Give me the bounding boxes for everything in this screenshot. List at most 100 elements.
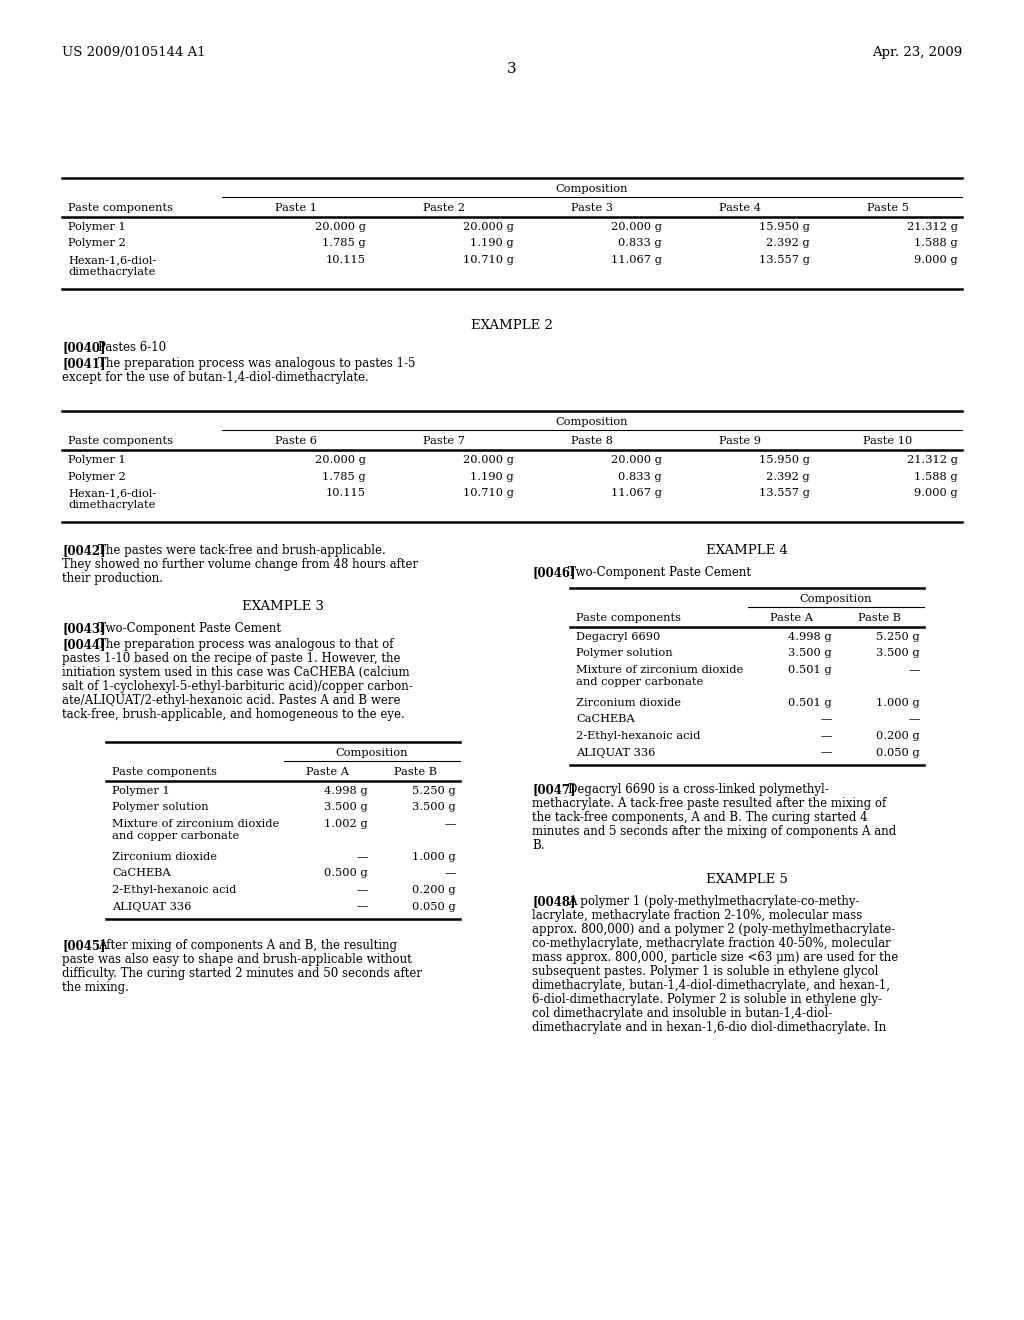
Text: Paste 2: Paste 2 bbox=[423, 203, 465, 213]
Text: tack-free, brush-applicable, and homogeneous to the eye.: tack-free, brush-applicable, and homogen… bbox=[62, 708, 404, 721]
Text: Paste 4: Paste 4 bbox=[719, 203, 761, 213]
Text: 2-Ethyl-hexanoic acid: 2-Ethyl-hexanoic acid bbox=[575, 731, 700, 741]
Text: Degacryl 6690 is a cross-linked polymethyl-: Degacryl 6690 is a cross-linked polymeth… bbox=[568, 783, 828, 796]
Text: except for the use of butan-1,4-diol-dimethacrylate.: except for the use of butan-1,4-diol-dim… bbox=[62, 371, 369, 384]
Text: [0046]: [0046] bbox=[532, 566, 575, 579]
Text: After mixing of components A and B, the resulting: After mixing of components A and B, the … bbox=[98, 939, 397, 952]
Text: Mixture of zirconium dioxide
and copper carbonate: Mixture of zirconium dioxide and copper … bbox=[112, 818, 280, 841]
Text: 1.785 g: 1.785 g bbox=[323, 471, 366, 482]
Text: [0041]: [0041] bbox=[62, 356, 105, 370]
Text: paste was also easy to shape and brush-applicable without: paste was also easy to shape and brush-a… bbox=[62, 953, 412, 966]
Text: Paste B: Paste B bbox=[858, 612, 901, 623]
Text: EXAMPLE 4: EXAMPLE 4 bbox=[707, 544, 787, 557]
Text: 10.115: 10.115 bbox=[326, 255, 366, 265]
Text: the mixing.: the mixing. bbox=[62, 981, 129, 994]
Text: 0.501 g: 0.501 g bbox=[788, 698, 831, 708]
Text: 1.785 g: 1.785 g bbox=[323, 239, 366, 248]
Text: Polymer solution: Polymer solution bbox=[575, 648, 673, 659]
Text: 3: 3 bbox=[507, 62, 517, 77]
Text: 2.392 g: 2.392 g bbox=[766, 239, 810, 248]
Text: 20.000 g: 20.000 g bbox=[315, 222, 366, 232]
Text: 15.950 g: 15.950 g bbox=[759, 455, 810, 465]
Text: —: — bbox=[820, 747, 831, 758]
Text: 20.000 g: 20.000 g bbox=[463, 222, 514, 232]
Text: 9.000 g: 9.000 g bbox=[914, 255, 958, 265]
Text: Paste 1: Paste 1 bbox=[275, 203, 317, 213]
Text: Polymer solution: Polymer solution bbox=[112, 803, 209, 813]
Text: Composition: Composition bbox=[556, 183, 629, 194]
Text: EXAMPLE 2: EXAMPLE 2 bbox=[471, 319, 553, 333]
Text: Degacryl 6690: Degacryl 6690 bbox=[575, 632, 660, 642]
Text: Paste 9: Paste 9 bbox=[719, 436, 761, 446]
Text: Two-Component Paste Cement: Two-Component Paste Cement bbox=[568, 566, 751, 579]
Text: [0044]: [0044] bbox=[62, 638, 105, 651]
Text: The pastes were tack-free and brush-applicable.: The pastes were tack-free and brush-appl… bbox=[98, 544, 386, 557]
Text: The preparation process was analogous to pastes 1-5: The preparation process was analogous to… bbox=[98, 356, 416, 370]
Text: Paste 8: Paste 8 bbox=[571, 436, 613, 446]
Text: The preparation process was analogous to that of: The preparation process was analogous to… bbox=[98, 638, 393, 651]
Text: the tack-free components, A and B. The curing started 4: the tack-free components, A and B. The c… bbox=[532, 810, 867, 824]
Text: 5.250 g: 5.250 g bbox=[877, 632, 920, 642]
Text: 1.588 g: 1.588 g bbox=[914, 239, 958, 248]
Text: EXAMPLE 3: EXAMPLE 3 bbox=[242, 601, 324, 612]
Text: 0.050 g: 0.050 g bbox=[877, 747, 920, 758]
Text: 1.190 g: 1.190 g bbox=[470, 471, 514, 482]
Text: Paste 6: Paste 6 bbox=[275, 436, 317, 446]
Text: —: — bbox=[356, 851, 368, 862]
Text: ALIQUAT 336: ALIQUAT 336 bbox=[112, 902, 191, 912]
Text: 10.710 g: 10.710 g bbox=[463, 255, 514, 265]
Text: pastes 1-10 based on the recipe of paste 1. However, the: pastes 1-10 based on the recipe of paste… bbox=[62, 652, 400, 665]
Text: methacrylate. A tack-free paste resulted after the mixing of: methacrylate. A tack-free paste resulted… bbox=[532, 797, 886, 810]
Text: [0043]: [0043] bbox=[62, 622, 105, 635]
Text: Composition: Composition bbox=[800, 594, 872, 605]
Text: 4.998 g: 4.998 g bbox=[788, 632, 831, 642]
Text: They showed no further volume change from 48 hours after: They showed no further volume change fro… bbox=[62, 558, 418, 572]
Text: [0047]: [0047] bbox=[532, 783, 575, 796]
Text: 1.002 g: 1.002 g bbox=[325, 818, 368, 829]
Text: ate/ALIQUAT/2-ethyl-hexanoic acid. Pastes A and B were: ate/ALIQUAT/2-ethyl-hexanoic acid. Paste… bbox=[62, 694, 400, 708]
Text: [0045]: [0045] bbox=[62, 939, 105, 952]
Text: lacrylate, methacrylate fraction 2-10%, molecular mass: lacrylate, methacrylate fraction 2-10%, … bbox=[532, 909, 862, 921]
Text: dimethacrylate and in hexan-1,6-dio diol-dimethacrylate. In: dimethacrylate and in hexan-1,6-dio diol… bbox=[532, 1020, 886, 1034]
Text: 0.501 g: 0.501 g bbox=[788, 665, 831, 675]
Text: minutes and 5 seconds after the mixing of components A and: minutes and 5 seconds after the mixing o… bbox=[532, 825, 896, 838]
Text: Paste components: Paste components bbox=[68, 436, 173, 446]
Text: 6-diol-dimethacrylate. Polymer 2 is soluble in ethylene gly-: 6-diol-dimethacrylate. Polymer 2 is solu… bbox=[532, 993, 882, 1006]
Text: 13.557 g: 13.557 g bbox=[759, 488, 810, 498]
Text: Apr. 23, 2009: Apr. 23, 2009 bbox=[871, 46, 962, 59]
Text: Composition: Composition bbox=[556, 417, 629, 426]
Text: —: — bbox=[908, 714, 920, 725]
Text: Hexan-1,6-diol-
dimethacrylate: Hexan-1,6-diol- dimethacrylate bbox=[68, 488, 157, 511]
Text: [0042]: [0042] bbox=[62, 544, 105, 557]
Text: ALIQUAT 336: ALIQUAT 336 bbox=[575, 747, 655, 758]
Text: —: — bbox=[908, 665, 920, 675]
Text: Pastes 6-10: Pastes 6-10 bbox=[98, 341, 166, 354]
Text: 20.000 g: 20.000 g bbox=[611, 222, 662, 232]
Text: 0.200 g: 0.200 g bbox=[877, 731, 920, 741]
Text: —: — bbox=[356, 902, 368, 912]
Text: Polymer 2: Polymer 2 bbox=[68, 471, 126, 482]
Text: 3.500 g: 3.500 g bbox=[788, 648, 831, 659]
Text: —: — bbox=[820, 714, 831, 725]
Text: mass approx. 800,000, particle size <63 μm) are used for the: mass approx. 800,000, particle size <63 … bbox=[532, 950, 898, 964]
Text: 21.312 g: 21.312 g bbox=[907, 222, 958, 232]
Text: 21.312 g: 21.312 g bbox=[907, 455, 958, 465]
Text: Zirconium dioxide: Zirconium dioxide bbox=[575, 698, 681, 708]
Text: CaCHEBA: CaCHEBA bbox=[575, 714, 635, 725]
Text: 3.500 g: 3.500 g bbox=[877, 648, 920, 659]
Text: approx. 800,000) and a polymer 2 (poly-methylmethacrylate-: approx. 800,000) and a polymer 2 (poly-m… bbox=[532, 923, 895, 936]
Text: 11.067 g: 11.067 g bbox=[611, 488, 662, 498]
Text: 0.500 g: 0.500 g bbox=[325, 869, 368, 879]
Text: [0040]: [0040] bbox=[62, 341, 105, 354]
Text: 3.500 g: 3.500 g bbox=[325, 803, 368, 813]
Text: 3.500 g: 3.500 g bbox=[413, 803, 456, 813]
Text: 0.050 g: 0.050 g bbox=[413, 902, 456, 912]
Text: Paste B: Paste B bbox=[394, 767, 437, 777]
Text: A polymer 1 (poly-methylmethacrylate-co-methy-: A polymer 1 (poly-methylmethacrylate-co-… bbox=[568, 895, 859, 908]
Text: 1.588 g: 1.588 g bbox=[914, 471, 958, 482]
Text: Paste components: Paste components bbox=[68, 203, 173, 213]
Text: 1.000 g: 1.000 g bbox=[877, 698, 920, 708]
Text: 2.392 g: 2.392 g bbox=[766, 471, 810, 482]
Text: co-methylacrylate, methacrylate fraction 40-50%, molecular: co-methylacrylate, methacrylate fraction… bbox=[532, 937, 891, 950]
Text: Paste 7: Paste 7 bbox=[423, 436, 465, 446]
